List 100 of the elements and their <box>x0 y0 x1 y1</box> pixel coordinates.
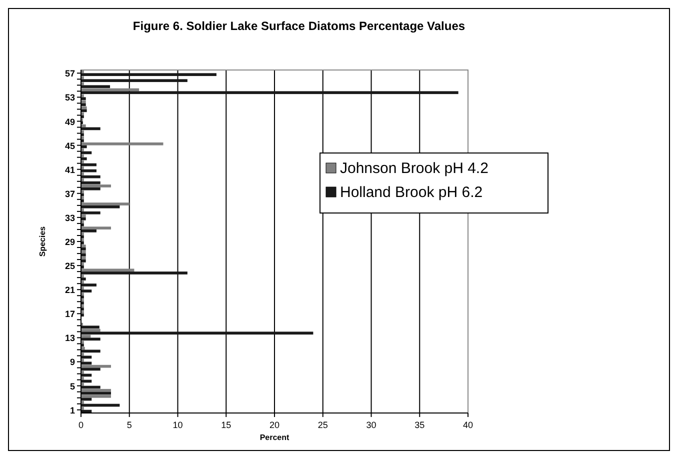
bar <box>81 196 84 200</box>
bar <box>81 154 84 158</box>
bar <box>81 232 84 236</box>
y-tick-label: 57 <box>64 68 75 79</box>
bar <box>81 238 84 242</box>
bar <box>81 73 216 76</box>
bar <box>81 314 84 317</box>
bar <box>81 242 84 244</box>
bar <box>81 290 92 292</box>
bar <box>81 109 87 112</box>
bar <box>81 260 86 262</box>
legend-label: Holland Brook pH 6.2 <box>340 184 483 201</box>
bar <box>81 172 84 176</box>
bar <box>81 91 458 94</box>
x-axis-title: Percent <box>260 433 290 442</box>
y-tick-label: 41 <box>64 164 75 175</box>
bar <box>81 278 86 280</box>
y-tick-label: 29 <box>64 237 75 247</box>
y-tick-label: 25 <box>64 261 75 272</box>
bar <box>81 272 188 274</box>
bar <box>81 338 100 341</box>
y-tick-label: 21 <box>64 285 75 296</box>
bar <box>81 205 120 208</box>
y-tick-label: 49 <box>64 116 75 127</box>
bar <box>81 388 111 392</box>
bar <box>81 229 96 232</box>
x-tick-label: 40 <box>462 420 474 430</box>
x-tick-label: 25 <box>318 420 328 430</box>
bar <box>81 160 84 164</box>
bar <box>81 223 84 226</box>
x-tick-label: 15 <box>221 420 232 430</box>
bar <box>81 220 84 224</box>
bar <box>81 199 84 202</box>
bar <box>81 394 111 398</box>
bar <box>81 268 134 272</box>
bar <box>81 226 111 230</box>
bar <box>81 266 84 268</box>
bar <box>81 235 84 238</box>
y-tick-label: 45 <box>64 140 75 151</box>
bar <box>81 148 84 152</box>
y-tick-label: 37 <box>64 188 75 199</box>
bar <box>81 244 86 248</box>
bar <box>81 124 86 128</box>
bar <box>81 250 86 254</box>
bar <box>81 400 84 404</box>
bar <box>81 115 84 118</box>
bar <box>81 382 84 386</box>
chart-title: Figure 6. Soldier Lake Surface Diatoms Percentage Values <box>132 19 466 33</box>
y-tick-label: 33 <box>64 212 75 223</box>
bar <box>81 211 100 214</box>
bar <box>81 308 84 310</box>
x-tick-label: 30 <box>366 420 376 430</box>
bar <box>81 208 84 212</box>
x-tick-label: 35 <box>414 420 425 430</box>
bar <box>81 296 84 298</box>
bar <box>81 166 84 170</box>
bar <box>81 302 84 304</box>
bar <box>81 130 84 134</box>
y-tick-label: 53 <box>64 92 75 103</box>
bar <box>81 217 86 220</box>
bar <box>81 364 111 368</box>
bar <box>81 190 84 194</box>
bar <box>81 142 164 146</box>
bar <box>81 262 84 266</box>
legend-label: Johnson Brook pH 4.2 <box>340 160 488 177</box>
y-tick-label: 17 <box>64 309 75 320</box>
x-tick-label: 0 <box>78 420 84 430</box>
bar <box>81 214 86 218</box>
bar <box>81 248 86 250</box>
bar <box>81 85 110 88</box>
y-tick-label: 1 <box>70 405 75 416</box>
bar <box>81 280 84 284</box>
y-tick-label: 9 <box>70 357 75 368</box>
bar <box>81 97 86 100</box>
x-tick-label: 20 <box>269 420 280 430</box>
bar <box>81 370 84 374</box>
bar <box>81 79 188 82</box>
bar <box>81 193 84 196</box>
bar <box>81 350 100 353</box>
bar <box>81 406 84 410</box>
bar <box>81 326 100 329</box>
bar <box>81 286 84 290</box>
y-tick-label: 5 <box>70 381 75 392</box>
bar <box>81 103 86 106</box>
x-tick-label: 10 <box>172 420 183 430</box>
bar <box>81 274 84 278</box>
bar <box>81 376 84 380</box>
bar <box>81 254 86 256</box>
bar <box>81 202 130 206</box>
y-axis-title: Species <box>38 226 47 257</box>
bar <box>81 356 92 359</box>
bar <box>81 256 86 260</box>
bar <box>81 184 111 188</box>
bar <box>81 136 84 140</box>
bar <box>81 284 96 286</box>
bar <box>81 344 84 347</box>
y-tick-label: 13 <box>64 333 75 344</box>
bar <box>81 178 84 182</box>
bar <box>81 362 92 365</box>
bar <box>81 332 314 335</box>
